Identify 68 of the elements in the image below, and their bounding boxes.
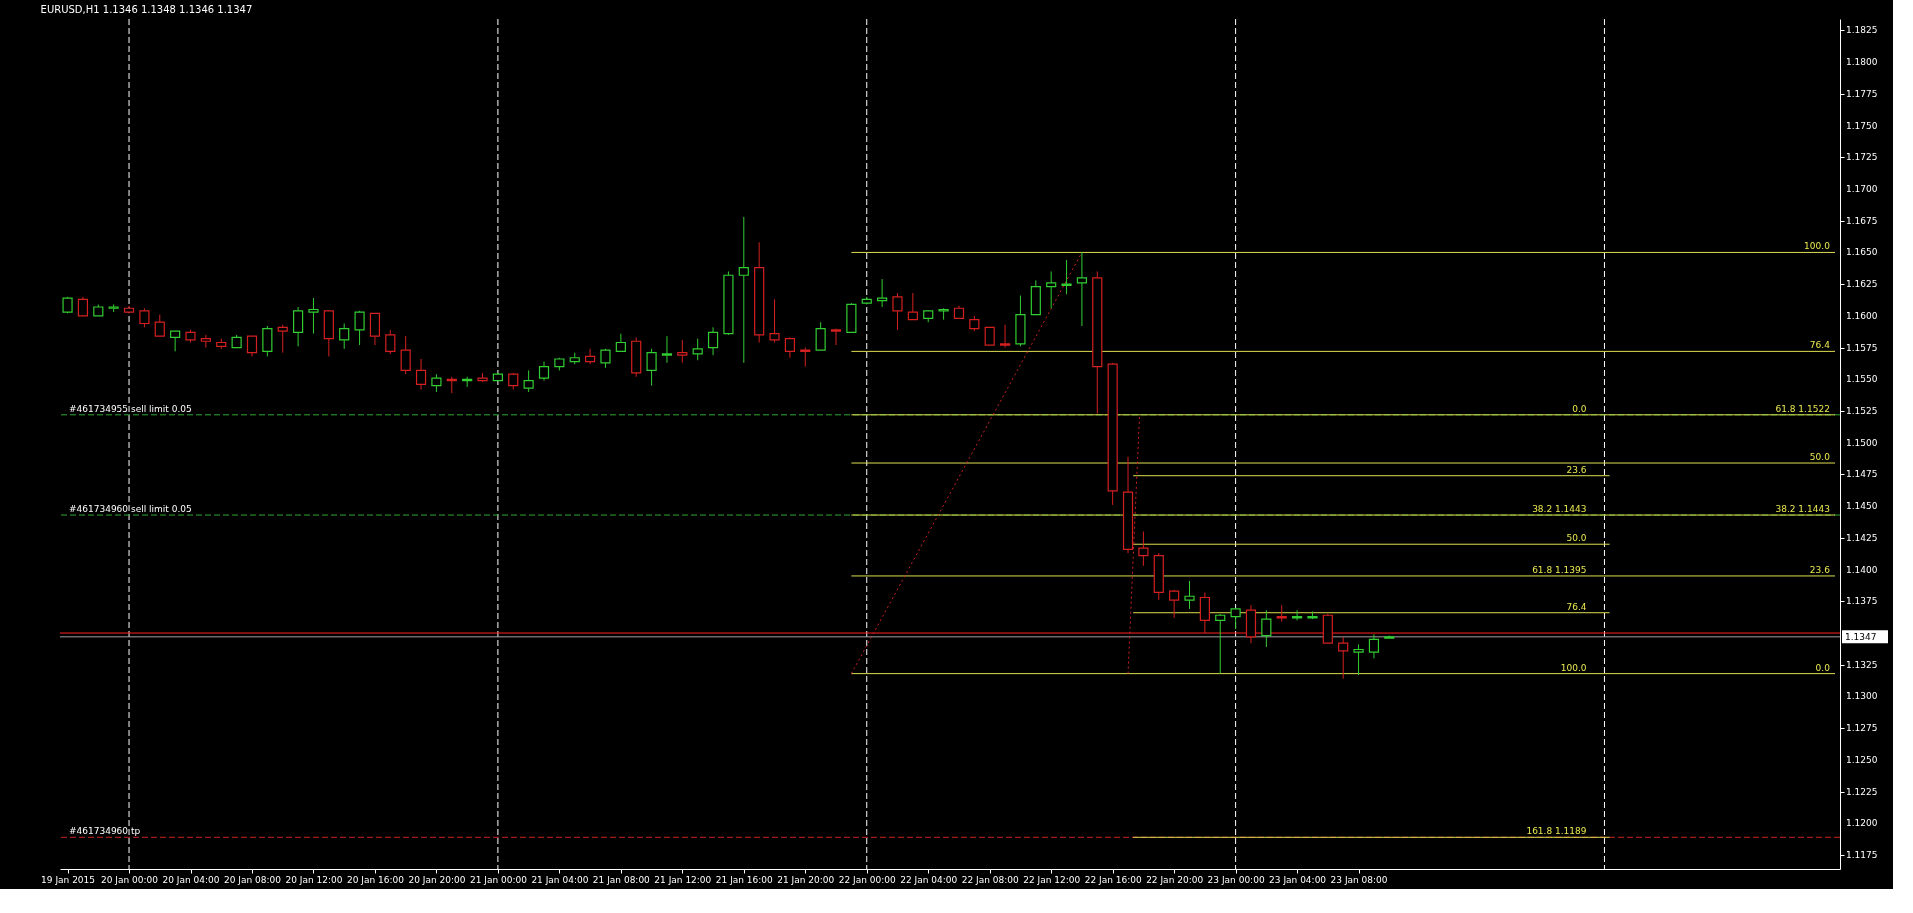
- annotation: 161.8 1.1189: [1526, 826, 1587, 837]
- x-tick-label: 21 Jan 12:00: [654, 874, 712, 885]
- x-tick-label: 22 Jan 12:00: [1023, 874, 1081, 885]
- annotation: 76.4: [1809, 340, 1831, 351]
- annotation: 0.0: [1815, 662, 1831, 673]
- annotation: 61.8 1.1395: [1532, 564, 1587, 575]
- y-tick-label: 1.1225: [1846, 786, 1878, 797]
- y-tick-label: 1.1400: [1846, 564, 1878, 575]
- y-tick-label: 1.1250: [1846, 754, 1878, 765]
- x-tick-label: 22 Jan 20:00: [1146, 874, 1204, 885]
- y-tick-label: 1.1650: [1846, 247, 1878, 258]
- y-tick-label: 1.1300: [1846, 691, 1878, 702]
- y-tick-label: 1.1775: [1846, 88, 1878, 99]
- ref-line-label: #461734960 tp: [69, 826, 141, 837]
- annotation: 38.2 1.1443: [1775, 504, 1830, 515]
- x-tick-label: 22 Jan 00:00: [838, 874, 897, 885]
- annotation: 100.0: [1560, 662, 1587, 673]
- y-tick-label: 1.1675: [1846, 215, 1878, 226]
- y-tick-label: 1.1550: [1846, 374, 1878, 385]
- x-tick-label: 21 Jan 20:00: [777, 874, 835, 885]
- ref-line-label: #461734955 sell limit 0.05: [69, 403, 192, 414]
- x-tick-label: 21 Jan 16:00: [715, 874, 774, 885]
- x-tick-label: 22 Jan 04:00: [900, 874, 958, 885]
- x-tick-label: 23 Jan 08:00: [1330, 874, 1388, 885]
- annotation: 23.6: [1809, 564, 1831, 575]
- ref-line-label: 1.1347: [1845, 631, 1877, 642]
- x-tick-label: 22 Jan 08:00: [961, 874, 1019, 885]
- x-tick-label: 20 Jan 04:00: [162, 874, 220, 885]
- annotation: 0.0: [1572, 403, 1587, 414]
- annotation: 76.4: [1566, 601, 1587, 612]
- y-tick-label: 1.1275: [1846, 723, 1878, 734]
- x-tick-label: 20 Jan 12:00: [285, 874, 343, 885]
- y-tick-label: 1.1475: [1846, 469, 1878, 480]
- y-tick-label: 1.1525: [1846, 406, 1878, 417]
- annotation: 38.2 1.1443: [1532, 504, 1587, 515]
- annotation: 61.8 1.1522: [1775, 403, 1830, 414]
- x-tick-label: 19 Jan 2015: [41, 874, 96, 885]
- chart-title: EURUSD,H1 1.1346 1.1348 1.1346 1.1347: [40, 3, 253, 15]
- y-tick-label: 1.1200: [1846, 818, 1878, 829]
- y-tick-label: 1.1575: [1846, 342, 1878, 353]
- annotation: 50.0: [1809, 452, 1831, 463]
- y-tick-label: 1.1725: [1846, 152, 1878, 163]
- y-tick-label: 1.1175: [1846, 850, 1878, 861]
- x-tick-label: 20 Jan 00:00: [101, 874, 159, 885]
- y-tick-label: 1.1800: [1846, 57, 1878, 68]
- y-tick-label: 1.1750: [1846, 120, 1878, 131]
- y-tick-label: 1.1700: [1846, 184, 1878, 194]
- x-tick-label: 23 Jan 04:00: [1269, 874, 1327, 885]
- x-tick-label: 23 Jan 00:00: [1207, 874, 1265, 885]
- annotation: 100.0: [1804, 241, 1831, 252]
- x-tick-label: 22 Jan 16:00: [1084, 874, 1142, 885]
- ref-line-label: #461734960 sell limit 0.05: [69, 504, 192, 515]
- y-tick-label: 1.1500: [1846, 437, 1878, 448]
- y-tick-label: 1.1600: [1846, 310, 1878, 321]
- annotation: 23.6: [1566, 464, 1587, 475]
- x-tick-label: 21 Jan 04:00: [531, 874, 589, 885]
- y-tick-label: 1.1375: [1846, 596, 1878, 607]
- x-tick-label: 20 Jan 16:00: [346, 874, 405, 885]
- y-tick-label: 1.1325: [1846, 659, 1878, 670]
- x-tick-label: 21 Jan 08:00: [592, 874, 651, 885]
- y-tick-label: 1.1425: [1846, 532, 1878, 543]
- x-tick-label: 21 Jan 00:00: [469, 874, 528, 885]
- y-tick-label: 1.1625: [1846, 279, 1878, 290]
- y-tick-label: 1.1825: [1846, 25, 1878, 36]
- x-tick-label: 20 Jan 20:00: [408, 874, 466, 885]
- x-tick-label: 20 Jan 08:00: [224, 874, 282, 885]
- annotation: 50.0: [1566, 533, 1587, 544]
- y-tick-label: 1.1450: [1846, 501, 1878, 512]
